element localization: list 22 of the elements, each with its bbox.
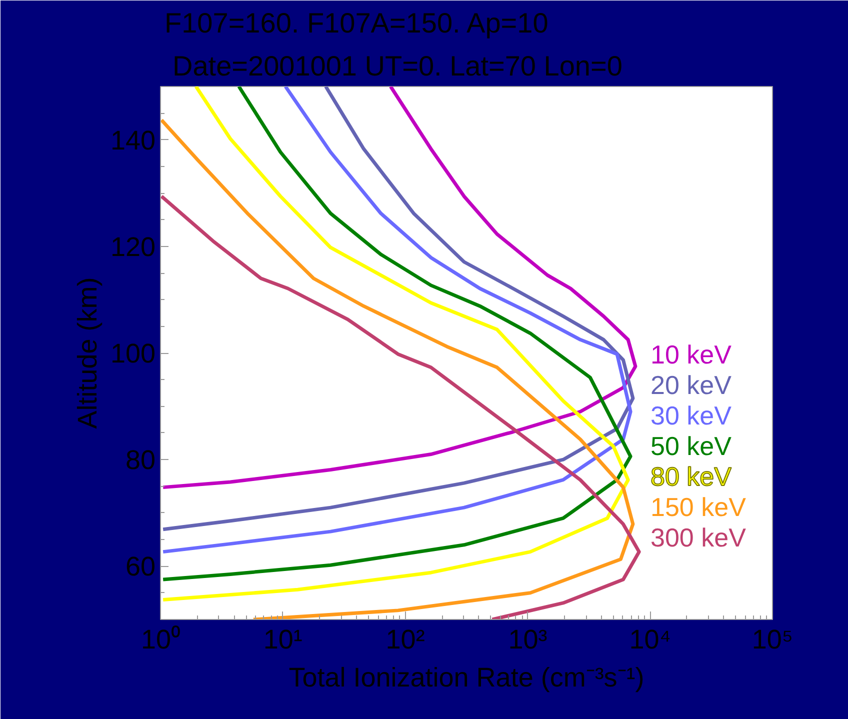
chart-subtitle: Date=2001001 UT=0. Lat=70 Lon=0	[172, 50, 622, 82]
x-tick-label: 10⁰	[140, 624, 180, 654]
series-label: 30 keV	[650, 400, 732, 430]
y-tick-label: 120	[110, 232, 156, 262]
x-tick-label: 10²	[386, 624, 425, 654]
chart-title: F107=160. F107A=150. Ap=10	[164, 8, 548, 38]
y-tick-label: 100	[110, 338, 156, 368]
x-tick-label: 10⁴	[629, 624, 671, 654]
x-tick-label: 10⁵	[752, 624, 794, 654]
series-label: 80 keV	[650, 462, 732, 492]
x-axis-title: Total Ionization Rate (cm⁻³s⁻¹)	[288, 662, 644, 692]
series-label: 20 keV	[650, 370, 732, 400]
series-label: 150 keV	[650, 492, 747, 522]
x-tick-label: 10¹	[263, 624, 302, 654]
y-tick-label: 140	[110, 125, 156, 156]
series-label: 300 keV	[650, 522, 747, 552]
series-label: 50 keV	[650, 431, 732, 461]
series-label: 10 keV	[650, 340, 732, 370]
x-tick-label: 10³	[508, 624, 548, 654]
y-tick-label: 80	[125, 445, 156, 476]
y-tick-label: 60	[125, 552, 156, 582]
y-axis-title: Altitude (km)	[72, 277, 102, 429]
